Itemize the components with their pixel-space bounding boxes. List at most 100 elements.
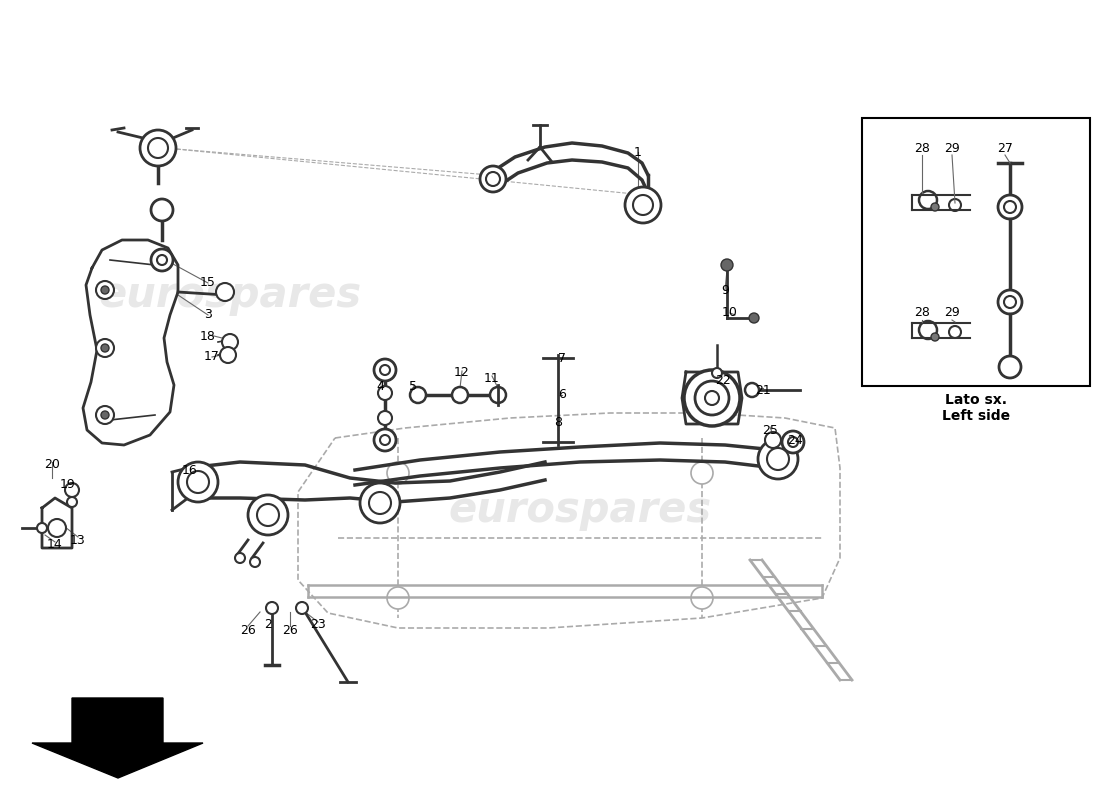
Circle shape: [918, 321, 937, 339]
Circle shape: [157, 255, 167, 265]
Circle shape: [96, 406, 114, 424]
Text: 27: 27: [997, 142, 1013, 154]
Circle shape: [788, 437, 798, 447]
Text: 2: 2: [264, 618, 272, 631]
Text: 13: 13: [70, 534, 86, 546]
Circle shape: [266, 602, 278, 614]
Circle shape: [378, 411, 392, 425]
Circle shape: [248, 495, 288, 535]
Circle shape: [931, 203, 939, 211]
Circle shape: [96, 339, 114, 357]
Text: Lato sx.: Lato sx.: [945, 393, 1006, 407]
Text: 21: 21: [755, 383, 771, 397]
Circle shape: [410, 387, 426, 403]
Circle shape: [918, 191, 937, 209]
Circle shape: [720, 259, 733, 271]
Circle shape: [949, 199, 961, 211]
Circle shape: [101, 411, 109, 419]
Circle shape: [378, 386, 392, 400]
Text: 9: 9: [722, 283, 729, 297]
Circle shape: [684, 370, 740, 426]
Text: 8: 8: [554, 415, 562, 429]
Circle shape: [216, 283, 234, 301]
Text: 1: 1: [634, 146, 642, 158]
Circle shape: [1004, 296, 1016, 308]
Circle shape: [235, 553, 245, 563]
Text: eurospares: eurospares: [98, 274, 362, 316]
Circle shape: [764, 432, 781, 448]
Circle shape: [745, 383, 759, 397]
Text: 16: 16: [183, 463, 198, 477]
Circle shape: [695, 381, 729, 415]
Circle shape: [387, 462, 409, 484]
Circle shape: [379, 365, 390, 375]
Circle shape: [782, 431, 804, 453]
Circle shape: [490, 387, 506, 403]
Circle shape: [220, 347, 236, 363]
Text: 7: 7: [558, 351, 566, 365]
Text: 4: 4: [376, 381, 384, 394]
Circle shape: [691, 587, 713, 609]
Text: 12: 12: [454, 366, 470, 379]
Text: 19: 19: [60, 478, 76, 491]
Text: 20: 20: [44, 458, 59, 471]
Text: 11: 11: [484, 371, 499, 385]
Circle shape: [374, 359, 396, 381]
Circle shape: [178, 462, 218, 502]
Circle shape: [37, 523, 47, 533]
Text: 26: 26: [240, 623, 256, 637]
Circle shape: [101, 286, 109, 294]
Circle shape: [250, 557, 260, 567]
Circle shape: [712, 368, 722, 378]
Circle shape: [151, 199, 173, 221]
Circle shape: [998, 290, 1022, 314]
Circle shape: [257, 504, 279, 526]
Text: eurospares: eurospares: [449, 489, 712, 531]
Text: 3: 3: [205, 309, 212, 322]
Text: 5: 5: [409, 381, 417, 394]
Circle shape: [931, 333, 939, 341]
Circle shape: [387, 587, 409, 609]
Circle shape: [949, 326, 961, 338]
Circle shape: [452, 387, 468, 403]
Text: 15: 15: [200, 277, 216, 290]
Circle shape: [767, 448, 789, 470]
Circle shape: [480, 166, 506, 192]
Circle shape: [368, 492, 390, 514]
Text: 25: 25: [762, 423, 778, 437]
Polygon shape: [32, 698, 204, 778]
Text: 28: 28: [914, 306, 929, 319]
Circle shape: [360, 483, 400, 523]
Text: 10: 10: [722, 306, 738, 319]
Circle shape: [486, 172, 500, 186]
Circle shape: [67, 497, 77, 507]
Circle shape: [101, 344, 109, 352]
Text: 14: 14: [47, 538, 63, 551]
Circle shape: [96, 281, 114, 299]
Circle shape: [65, 483, 79, 497]
Text: 29: 29: [944, 306, 960, 319]
Circle shape: [48, 519, 66, 537]
Circle shape: [749, 313, 759, 323]
Circle shape: [140, 130, 176, 166]
Text: 17: 17: [205, 350, 220, 363]
FancyBboxPatch shape: [862, 118, 1090, 386]
Text: 28: 28: [914, 142, 929, 154]
Circle shape: [625, 187, 661, 223]
Text: 22: 22: [715, 374, 730, 386]
Circle shape: [151, 249, 173, 271]
Circle shape: [999, 356, 1021, 378]
Text: 26: 26: [282, 623, 298, 637]
Circle shape: [222, 334, 238, 350]
Text: 18: 18: [200, 330, 216, 343]
Circle shape: [705, 391, 719, 405]
Circle shape: [998, 195, 1022, 219]
Circle shape: [148, 138, 168, 158]
Text: 6: 6: [558, 389, 565, 402]
Circle shape: [379, 435, 390, 445]
Text: 29: 29: [944, 142, 960, 154]
Circle shape: [187, 471, 209, 493]
Circle shape: [758, 439, 798, 479]
Text: Left side: Left side: [942, 409, 1010, 423]
Circle shape: [632, 195, 653, 215]
